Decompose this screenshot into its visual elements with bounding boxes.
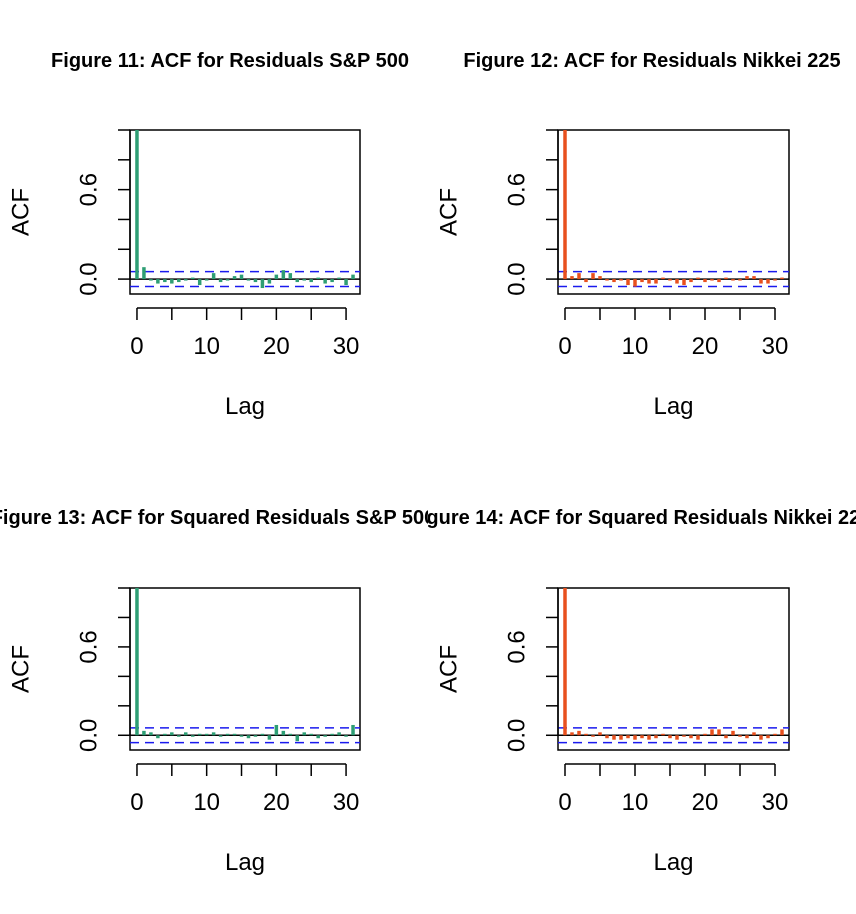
- y-axis-label: ACF: [435, 645, 462, 693]
- y-tick-label: 0.0: [503, 719, 530, 752]
- x-tick-label: 10: [193, 789, 220, 816]
- x-tick-label: 30: [333, 789, 360, 816]
- x-tick-label: 0: [558, 333, 571, 360]
- y-axis-label: ACF: [435, 188, 462, 236]
- x-tick-label: 10: [622, 333, 649, 360]
- plot-frame: [557, 129, 790, 295]
- x-axis-label: Lag: [653, 849, 693, 876]
- x-tick-label: 30: [762, 789, 789, 816]
- x-tick-label: 10: [622, 789, 649, 816]
- y-tick-label: 0.6: [503, 630, 530, 663]
- y-tick-label: 0.0: [75, 719, 102, 752]
- x-tick-label: 20: [263, 333, 290, 360]
- acf-panel-2: Figure 12: ACF for Residuals Nikkei 225 0…: [435, 50, 840, 420]
- x-axis-label: Lag: [225, 393, 265, 420]
- y-tick-label: 0.6: [75, 173, 102, 206]
- acf-panel-4: Figure 14: ACF for Squared Residuals Nik…: [409, 507, 856, 876]
- x-tick-label: 20: [692, 789, 719, 816]
- x-tick-label: 0: [130, 333, 143, 360]
- y-tick-label: 0.0: [503, 262, 530, 295]
- x-tick-label: 0: [558, 789, 571, 816]
- y-tick-label: 0.6: [75, 630, 102, 663]
- chart-title: Figure 13: ACF for Squared Residuals S&P…: [0, 507, 435, 529]
- acf-panel-1: Figure 11: ACF for Residuals S&P 500 0.0 0…: [7, 50, 409, 420]
- plot-frame: [129, 129, 361, 295]
- plot-frame: [557, 587, 790, 751]
- x-tick-label: 30: [762, 333, 789, 360]
- x-tick-label: 20: [263, 789, 290, 816]
- chart-title: Figure 11: ACF for Residuals S&P 500: [51, 50, 409, 72]
- x-tick-label: 30: [333, 333, 360, 360]
- y-tick-label: 0.6: [503, 173, 530, 206]
- y-axis-label: ACF: [7, 645, 34, 693]
- x-axis-label: Lag: [653, 393, 693, 420]
- y-axis-label: ACF: [7, 188, 34, 236]
- chart-title: Figure 14: ACF for Squared Residuals Nik…: [409, 507, 856, 529]
- x-tick-label: 20: [692, 333, 719, 360]
- y-tick-label: 0.0: [75, 262, 102, 295]
- x-axis-label: Lag: [225, 849, 265, 876]
- x-tick-label: 0: [130, 789, 143, 816]
- acf-panel-3: Figure 13: ACF for Squared Residuals S&P…: [0, 507, 435, 876]
- x-tick-label: 10: [193, 333, 220, 360]
- plot-frame: [129, 587, 361, 751]
- chart-title: Figure 12: ACF for Residuals Nikkei 225: [463, 50, 840, 72]
